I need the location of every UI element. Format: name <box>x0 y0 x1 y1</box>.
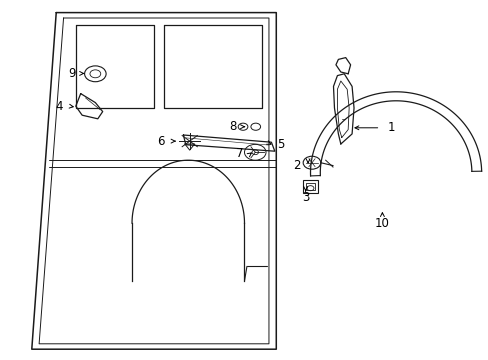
Text: 8: 8 <box>229 120 237 133</box>
Text: 7: 7 <box>235 147 243 160</box>
Text: 9: 9 <box>68 67 76 80</box>
Text: 1: 1 <box>386 121 394 134</box>
Text: 4: 4 <box>55 100 62 113</box>
Text: 2: 2 <box>293 159 301 172</box>
Bar <box>303 180 317 193</box>
Text: 10: 10 <box>374 217 389 230</box>
Text: 5: 5 <box>277 138 285 150</box>
Text: 6: 6 <box>157 135 165 148</box>
Text: 3: 3 <box>301 191 309 204</box>
Bar <box>305 183 314 190</box>
